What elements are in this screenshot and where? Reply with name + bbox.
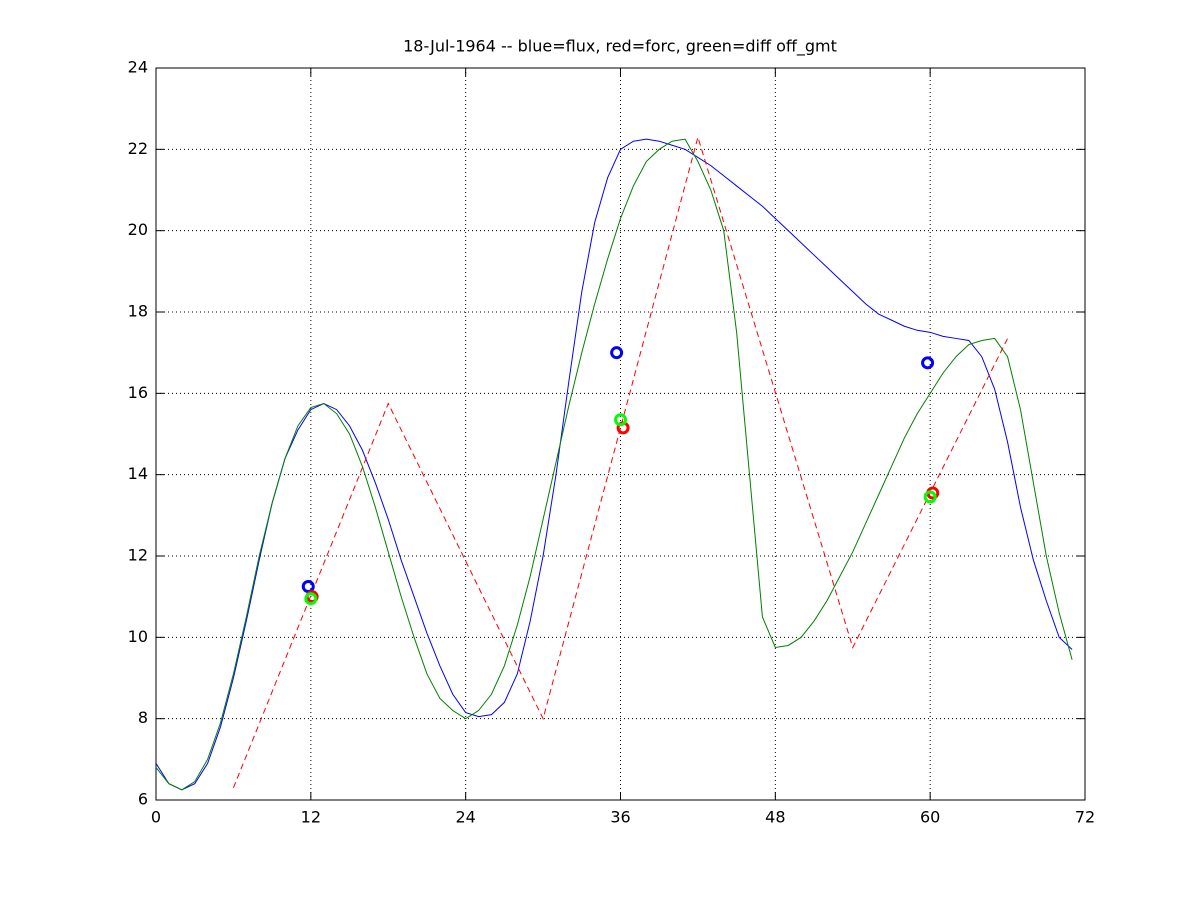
y-tick-label: 14 — [128, 464, 148, 483]
marker — [610, 346, 624, 360]
y-tick-label: 24 — [128, 58, 148, 77]
x-tick-label: 12 — [301, 808, 321, 827]
plot-frame — [155, 67, 1086, 801]
y-tick-label: 12 — [128, 546, 148, 565]
x-tick-label: 60 — [920, 808, 940, 827]
marker — [614, 413, 627, 427]
line — [155, 138, 1073, 791]
y-tick-label: 20 — [128, 220, 148, 239]
chart-title: 18-Jul-1964 -- blue=flux, red=forc, gree… — [403, 37, 837, 57]
line — [155, 138, 1073, 791]
marker — [921, 356, 935, 370]
marker — [304, 592, 318, 606]
x-tick-label: 72 — [1075, 808, 1095, 827]
x-tick-label: 24 — [455, 808, 475, 827]
y-tick-label: 22 — [128, 139, 148, 158]
marker — [923, 490, 937, 504]
x-tick-label: 0 — [151, 808, 161, 827]
y-tick-label: 16 — [128, 383, 148, 402]
y-tick-label: 18 — [128, 302, 148, 321]
x-tick-label: 48 — [765, 808, 785, 827]
x-tick-label: 36 — [610, 808, 630, 827]
line — [232, 135, 1009, 788]
y-tick-label: 8 — [138, 708, 148, 727]
y-tick-label: 6 — [138, 790, 148, 809]
y-tick-label: 10 — [128, 627, 148, 646]
